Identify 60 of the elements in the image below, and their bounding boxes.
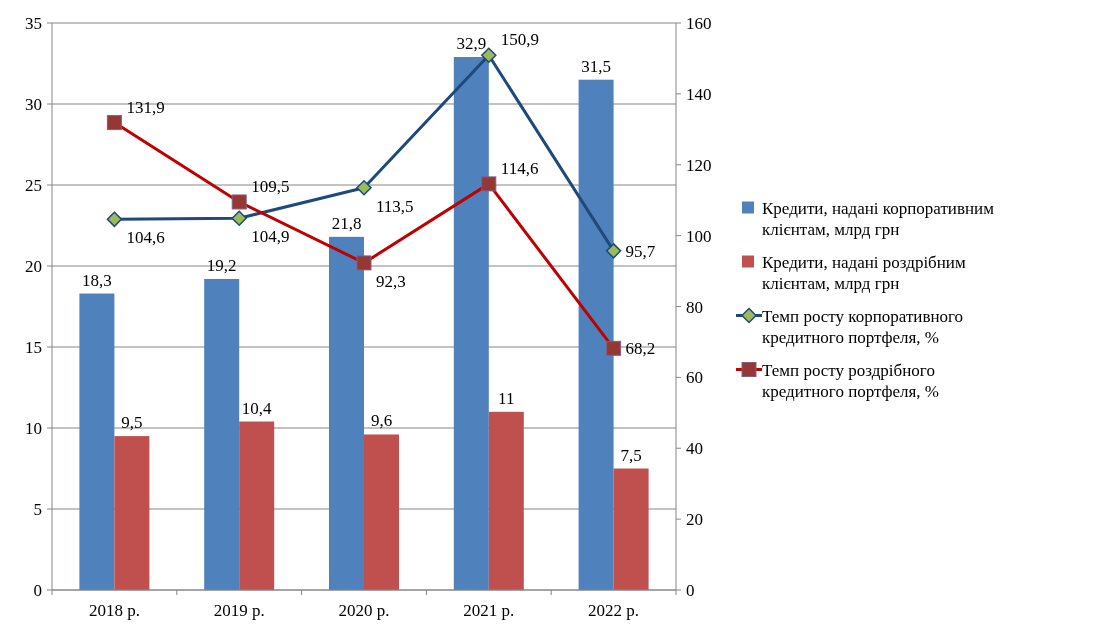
data-label: 131,9: [126, 97, 165, 117]
bar: [329, 236, 364, 590]
x-tick-label: 2018 р.: [88, 601, 140, 620]
bar: [204, 278, 240, 590]
y2-tick-label: 60: [686, 368, 703, 388]
y-tick-label: 10: [25, 419, 42, 438]
y2-tick-label: 0: [686, 581, 695, 600]
data-label: 114,6: [500, 158, 539, 178]
data-label: 9,5: [121, 413, 143, 433]
data-label: 11: [498, 388, 515, 408]
y2-tick-label: 20: [686, 510, 703, 530]
point: [106, 211, 123, 228]
data-label: 150,9: [500, 30, 540, 50]
x-tick-label: 2019 р.: [213, 601, 265, 620]
y2-tick-label: 80: [686, 297, 703, 317]
y-tick-label: 20: [25, 257, 42, 276]
y-tick-label: 25: [25, 176, 42, 195]
bar: [453, 57, 489, 590]
data-label: 21,8: [331, 213, 362, 233]
bar: [488, 411, 524, 590]
bar: [239, 421, 275, 590]
data-label: 104,6: [126, 228, 165, 248]
data-label: 10,4: [241, 398, 273, 418]
legend-label: Темп росту роздрібного кредитного портфеля, %: [762, 360, 939, 401]
x-tick-label: 2020 р.: [338, 601, 390, 620]
data-label: 31,5: [581, 56, 611, 76]
y2-tick-label: 120: [686, 155, 712, 175]
bar: [79, 293, 115, 590]
data-label: 104,9: [251, 227, 290, 247]
bar: [364, 434, 399, 590]
point: [356, 180, 372, 196]
legend-label: Кредити, надані корпоративним клієнтам, млрд грн: [762, 198, 995, 239]
y-tick-label: 15: [25, 338, 42, 357]
data-label: 113,5: [376, 196, 414, 216]
y-tick-label: 5: [33, 500, 42, 519]
bar: [114, 436, 150, 590]
y2-tick-label: 40: [686, 439, 703, 459]
bar: [613, 468, 649, 590]
x-tick-label: 2022 р.: [588, 601, 640, 620]
data-label: 9,6: [370, 411, 393, 431]
data-label: 7,5: [620, 445, 642, 465]
x-tick-label: 2021 р.: [463, 601, 515, 620]
point: [231, 210, 247, 227]
legend-label: Кредити, надані роздрібним клієнтам, млрд грн: [762, 252, 966, 293]
y2-tick-label: 160: [686, 14, 712, 33]
y-tick-label: 30: [25, 95, 42, 114]
point: [605, 243, 622, 259]
data-label: 18,3: [82, 270, 112, 290]
data-label: 68,2: [625, 339, 656, 359]
data-label: 95,7: [625, 241, 656, 261]
data-label: 92,3: [376, 271, 406, 291]
bar: [578, 79, 614, 590]
y-tick-label: 35: [25, 14, 42, 33]
y-tick-label: 0: [33, 581, 42, 600]
legend-label: Темп росту корпоративного кредитного портфеля, %: [762, 306, 964, 347]
y2-tick-label: 140: [686, 84, 712, 104]
data-label: 32,9: [456, 34, 487, 54]
y2-tick-label: 100: [686, 226, 712, 246]
data-label: 19,2: [206, 255, 237, 275]
data-label: 109,5: [251, 176, 290, 196]
